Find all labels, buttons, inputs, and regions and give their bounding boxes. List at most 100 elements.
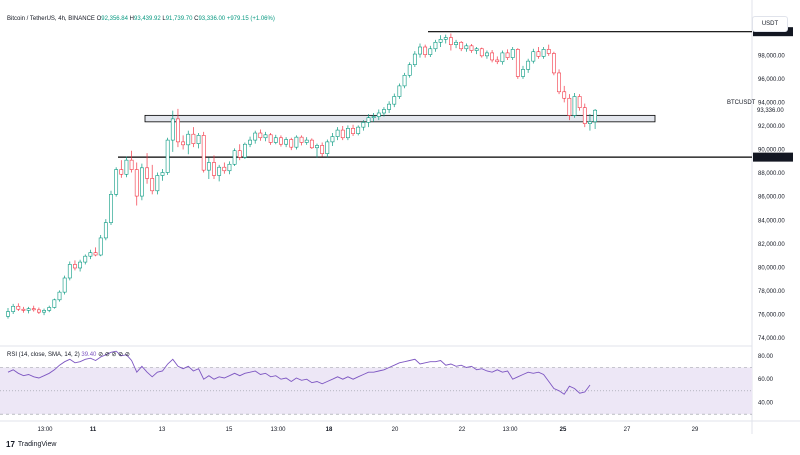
candle-body bbox=[93, 252, 98, 256]
candle-body bbox=[201, 135, 206, 171]
candle-body bbox=[340, 129, 345, 139]
symbol-price-label: BTCUSDT bbox=[727, 100, 756, 106]
candle-body bbox=[36, 309, 41, 313]
circle-slash-icon[interactable]: ⊘ bbox=[104, 352, 110, 358]
candle-body bbox=[407, 64, 412, 76]
candle-body bbox=[572, 96, 577, 116]
candle-body bbox=[448, 37, 453, 45]
candle-body bbox=[485, 52, 489, 57]
candle-body bbox=[392, 96, 397, 105]
candle-body bbox=[181, 141, 186, 146]
candle-body bbox=[248, 139, 252, 145]
candle-body bbox=[320, 145, 325, 154]
candle-body bbox=[412, 53, 417, 65]
time-tick-label: 27 bbox=[624, 427, 631, 433]
candle-body bbox=[418, 46, 422, 55]
time-tick-label: 29 bbox=[692, 427, 699, 433]
candle-body bbox=[26, 308, 31, 311]
current-price-label: 93,336.00 bbox=[757, 108, 784, 114]
candle-body bbox=[299, 136, 304, 143]
circle-slash-icon[interactable]: ⊘ bbox=[124, 352, 130, 358]
candle-body bbox=[31, 308, 36, 311]
candle-body bbox=[98, 237, 103, 256]
tradingview-logo[interactable]: 17 TradingView bbox=[6, 440, 56, 449]
candle-body bbox=[186, 133, 191, 146]
ohlc-high-label: H bbox=[129, 16, 134, 22]
rsi-line bbox=[7, 350, 591, 395]
candle-body bbox=[356, 126, 361, 134]
ohlc-low-value: 91,739.70 bbox=[165, 16, 193, 22]
candle-body bbox=[47, 307, 52, 311]
level-price-label: 100,000.00 bbox=[757, 30, 788, 36]
time-tick-label: 25 bbox=[560, 427, 567, 433]
candle-body bbox=[217, 166, 222, 176]
candle-body bbox=[387, 103, 392, 110]
candle-body bbox=[495, 59, 500, 63]
time-tick-label: 22 bbox=[459, 427, 466, 433]
level-price-label: 89,356.28 bbox=[757, 155, 784, 161]
candle-body bbox=[557, 72, 561, 93]
candle-body bbox=[325, 141, 330, 154]
time-tick-label: 13 bbox=[159, 427, 166, 433]
candle-body bbox=[536, 51, 541, 57]
tradingview-brand: TradingView bbox=[17, 441, 57, 448]
candle-body bbox=[124, 159, 129, 175]
rsi-label: RSI (14, close, SMA, 14, 2) bbox=[7, 352, 80, 358]
candle-body bbox=[309, 139, 314, 149]
candle-body bbox=[52, 299, 57, 308]
candle-body bbox=[505, 52, 510, 58]
candle-body bbox=[526, 60, 531, 70]
candle-body bbox=[562, 91, 567, 99]
candle-body bbox=[541, 49, 546, 57]
ohlc-open-value: 92,356.84 bbox=[101, 16, 128, 22]
candle-body bbox=[21, 308, 26, 311]
candle-body bbox=[279, 137, 283, 145]
candle-body bbox=[315, 145, 319, 149]
candle-body bbox=[196, 135, 201, 144]
candle-body bbox=[237, 150, 242, 158]
ohlc-high-value: 93,439.92 bbox=[134, 16, 161, 22]
candle-body bbox=[376, 112, 381, 117]
tradingview-logo-icon: 17 bbox=[6, 440, 15, 449]
level-price-badge bbox=[753, 152, 793, 162]
candle-body bbox=[73, 264, 77, 269]
price-tick-label: 74,000.00 bbox=[758, 336, 785, 342]
candle-body bbox=[428, 48, 433, 55]
candle-body bbox=[443, 37, 448, 40]
candle-body bbox=[500, 52, 505, 63]
candle-body bbox=[567, 97, 572, 116]
candle-body bbox=[531, 51, 536, 62]
candle-body bbox=[551, 53, 556, 74]
candle-body bbox=[382, 109, 386, 114]
time-tick-label: 13:00 bbox=[270, 427, 286, 433]
candle-body bbox=[155, 175, 160, 192]
circle-slash-icon[interactable]: ⊘ bbox=[118, 352, 124, 358]
candle-body bbox=[165, 139, 170, 173]
symbol-title: Bitcoin / TetherUS, 4h, BINANCE bbox=[7, 16, 95, 22]
candle-body bbox=[289, 139, 294, 148]
candle-body bbox=[490, 52, 495, 61]
time-tick-label: 11 bbox=[90, 427, 97, 433]
candle-body bbox=[232, 150, 237, 165]
price-tick-label: 86,000.00 bbox=[758, 195, 785, 201]
candle-body bbox=[546, 49, 551, 54]
candle-body bbox=[433, 41, 438, 50]
candle-body bbox=[83, 255, 88, 263]
currency-button[interactable]: USDT bbox=[752, 16, 788, 32]
candle-body bbox=[57, 291, 62, 301]
candle-body bbox=[145, 167, 149, 179]
candle-body bbox=[11, 305, 16, 312]
circle-slash-icon[interactable]: ⊘ bbox=[98, 352, 104, 358]
ohlc-low-label: L bbox=[162, 16, 166, 22]
candle-body bbox=[294, 136, 299, 148]
candle-body bbox=[268, 134, 273, 143]
candle-body bbox=[140, 167, 144, 197]
candle-body bbox=[438, 39, 443, 43]
candle-body bbox=[577, 96, 582, 108]
price-tick-label: 92,000.00 bbox=[758, 124, 785, 130]
candle-body bbox=[510, 49, 515, 58]
circle-slash-icon[interactable]: ⊘ bbox=[111, 352, 117, 358]
candle-body bbox=[423, 46, 428, 55]
time-tick-label: 13:00 bbox=[502, 427, 518, 433]
